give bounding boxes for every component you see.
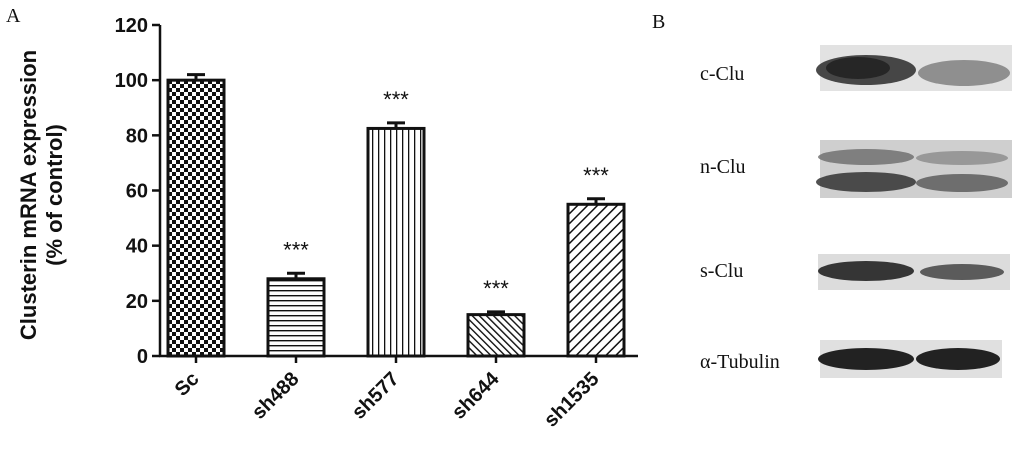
x-tick-label-sh1535: sh1535 bbox=[540, 368, 604, 432]
y-axis-title-line1: Clusterin mRNA expression bbox=[16, 50, 41, 340]
blot-strip-c-clu bbox=[816, 45, 1012, 91]
panel-a-label: A bbox=[6, 5, 21, 27]
western-blot-panel: c-Clu n-Clu s-Clu α-Tubulin bbox=[700, 45, 1012, 378]
significance-label-sh644: *** bbox=[483, 276, 509, 301]
bar-sh577 bbox=[366, 126, 426, 358]
blot-label-alpha-tubulin: α-Tubulin bbox=[700, 351, 780, 373]
y-tick-label-40: 40 bbox=[126, 236, 148, 258]
blot-strip-n-clu bbox=[816, 140, 1012, 198]
x-tick-label-Sc: Sc bbox=[171, 368, 204, 401]
y-tick-label-100: 100 bbox=[115, 70, 148, 92]
bar-sh1535 bbox=[566, 202, 626, 358]
blot-label-n-clu: n-Clu bbox=[700, 156, 746, 178]
blot-strip-alpha-tubulin bbox=[818, 340, 1002, 378]
x-tick-label-sh644: sh644 bbox=[448, 367, 504, 423]
bar-sh644 bbox=[466, 313, 526, 358]
y-tick-label-20: 20 bbox=[126, 291, 148, 313]
x-tick-label-sh577: sh577 bbox=[348, 368, 404, 424]
x-tick-label-sh488: sh488 bbox=[248, 368, 304, 424]
panel-b-label: B bbox=[652, 11, 665, 33]
y-tick-label-60: 60 bbox=[126, 181, 148, 203]
chart-bars: *** *** *** *** bbox=[166, 73, 626, 358]
y-axis-title-line2: (% of control) bbox=[42, 124, 67, 266]
y-axis-title: Clusterin mRNA expression (% of control) bbox=[16, 50, 67, 340]
y-tick-label-120: 120 bbox=[115, 15, 148, 37]
blot-label-c-clu: c-Clu bbox=[700, 63, 744, 85]
blot-strip-s-clu bbox=[818, 254, 1010, 290]
significance-label-sh1535: *** bbox=[583, 163, 609, 188]
significance-label-sh577: *** bbox=[383, 87, 409, 112]
y-tick-label-80: 80 bbox=[126, 125, 148, 147]
blot-label-s-clu: s-Clu bbox=[700, 260, 743, 282]
significance-label-sh488: *** bbox=[283, 237, 309, 262]
y-tick-label-0: 0 bbox=[137, 346, 148, 368]
bar-Sc bbox=[166, 78, 226, 358]
bar-sh488 bbox=[266, 277, 326, 358]
